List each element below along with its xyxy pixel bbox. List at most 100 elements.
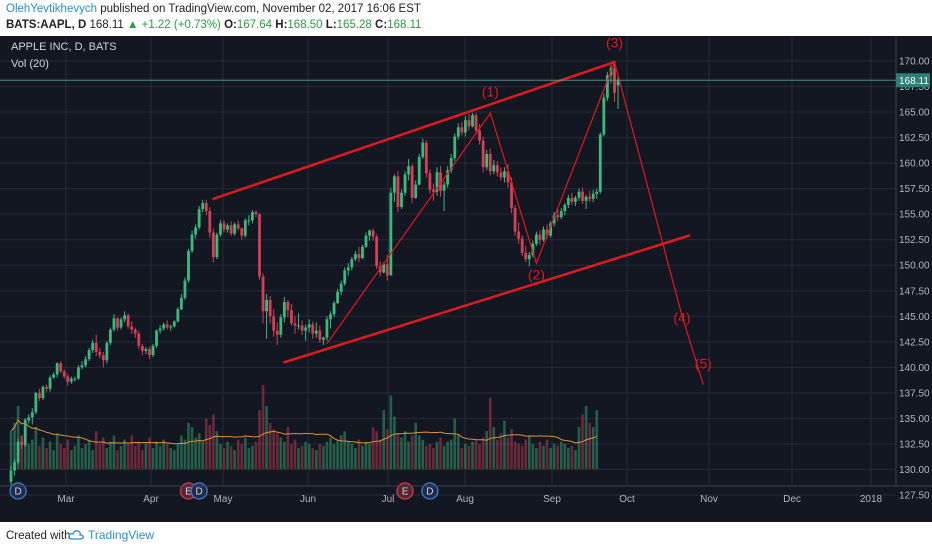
volume-bar [357,439,361,469]
volume-bar [361,445,364,469]
volume-bar [70,450,73,469]
candle-body [219,223,222,235]
candle-body [602,97,606,135]
volume-bar [393,416,396,469]
volume-bar [144,443,148,469]
volume-bar [414,422,417,469]
volume-bar [91,450,94,469]
candle-body [311,324,315,334]
brand-name: TradingView [88,528,155,542]
volume-bar [194,437,197,469]
candle-body [439,172,442,191]
candle-body [87,349,91,360]
candle-body [513,208,517,232]
candle-body [94,342,98,353]
candle-body [62,371,66,377]
legend-title: APPLE INC, D, BATS [11,41,117,53]
price-tick-label: 147.50 [899,286,930,297]
volume-bar [165,443,169,469]
volume-bar [339,435,343,469]
volume-bar [474,439,478,469]
candle-body [180,297,183,310]
volume-bar [542,445,545,469]
volume-bar [297,448,300,469]
candle-body [275,330,279,335]
low-value: 165.28 [336,19,372,31]
volume-bar [528,435,531,469]
candle-body [282,301,286,318]
volume-bar [481,437,485,469]
drawings[interactable]: (1) (2) (3) (4) (5) [212,36,712,385]
volume-bar [499,433,503,469]
time-tick-label: Aug [456,494,474,505]
candle-body [151,345,155,356]
last-price-tag [896,73,930,88]
candle-body [474,115,478,131]
candle-body [467,120,471,127]
tradingview-brand[interactable]: TradingView [68,528,154,542]
time-tick-label: Dec [783,494,801,505]
volume-bar [332,443,336,469]
candle-body [77,367,80,379]
price-tick-label: 170.00 [899,57,930,68]
candle-body [545,229,549,236]
candle-body [265,299,268,312]
candle-body [435,172,439,192]
candle-body [552,215,556,224]
candle-body [20,441,24,445]
candle-body [488,153,492,172]
volume-bar [20,435,23,469]
price-axis[interactable]: 170.00 167.50 165.00 162.50 160.00 157.50 155.… [0,57,930,502]
volume-bar [45,448,48,469]
volume-bar [417,435,421,469]
volume-bar [545,439,549,469]
volume-bar [268,422,272,469]
candle-body [112,318,116,330]
volume-bar [354,448,357,469]
price-tick-label: 140.00 [899,363,930,374]
volume-bar [304,441,307,469]
footer: Created with TradingView [0,522,932,550]
author-link[interactable]: OlehYevtikhevych [6,3,97,15]
volume-bar [215,431,219,469]
candle-body [148,348,151,356]
candle-body [566,197,570,205]
volume-bar [59,443,62,469]
candle-body [361,246,364,259]
candle-body [314,330,318,334]
candle-body [559,211,563,218]
volume-bar [552,443,556,469]
candle-body [84,359,87,366]
volume-bar [158,445,162,469]
volume-bar [556,445,559,469]
candle-body [453,136,457,159]
volume-bar [538,441,542,469]
volume-bar [432,448,435,469]
candle-body [503,171,506,178]
volume-bar [283,441,286,469]
volume-bar [98,443,102,469]
volume-bar [236,439,240,469]
earnings-marker [396,482,414,500]
candle-body [343,270,347,284]
candle-body [499,172,503,178]
time-axis[interactable]: Mar Apr May Jun Jul Aug Sep Oct Nov Dec 2018 [57,494,882,505]
event-marker-label: D [196,487,203,498]
time-tick-label: Jun [300,494,316,505]
volume-bar [503,420,506,469]
candle-body [13,462,16,471]
candle-body [236,224,240,229]
candle-body [332,303,336,315]
candle-body [393,176,396,193]
time-tick-label: Mar [57,494,75,505]
volume-bar [173,450,176,469]
volume-bar [34,427,38,469]
volume-bar [162,439,165,469]
volume-bar [325,441,329,469]
volume-bar [201,441,204,469]
candle-body [414,184,418,198]
price-tick-label: 150.00 [899,261,930,272]
volume-bar [190,427,194,469]
candle-body [584,196,588,201]
